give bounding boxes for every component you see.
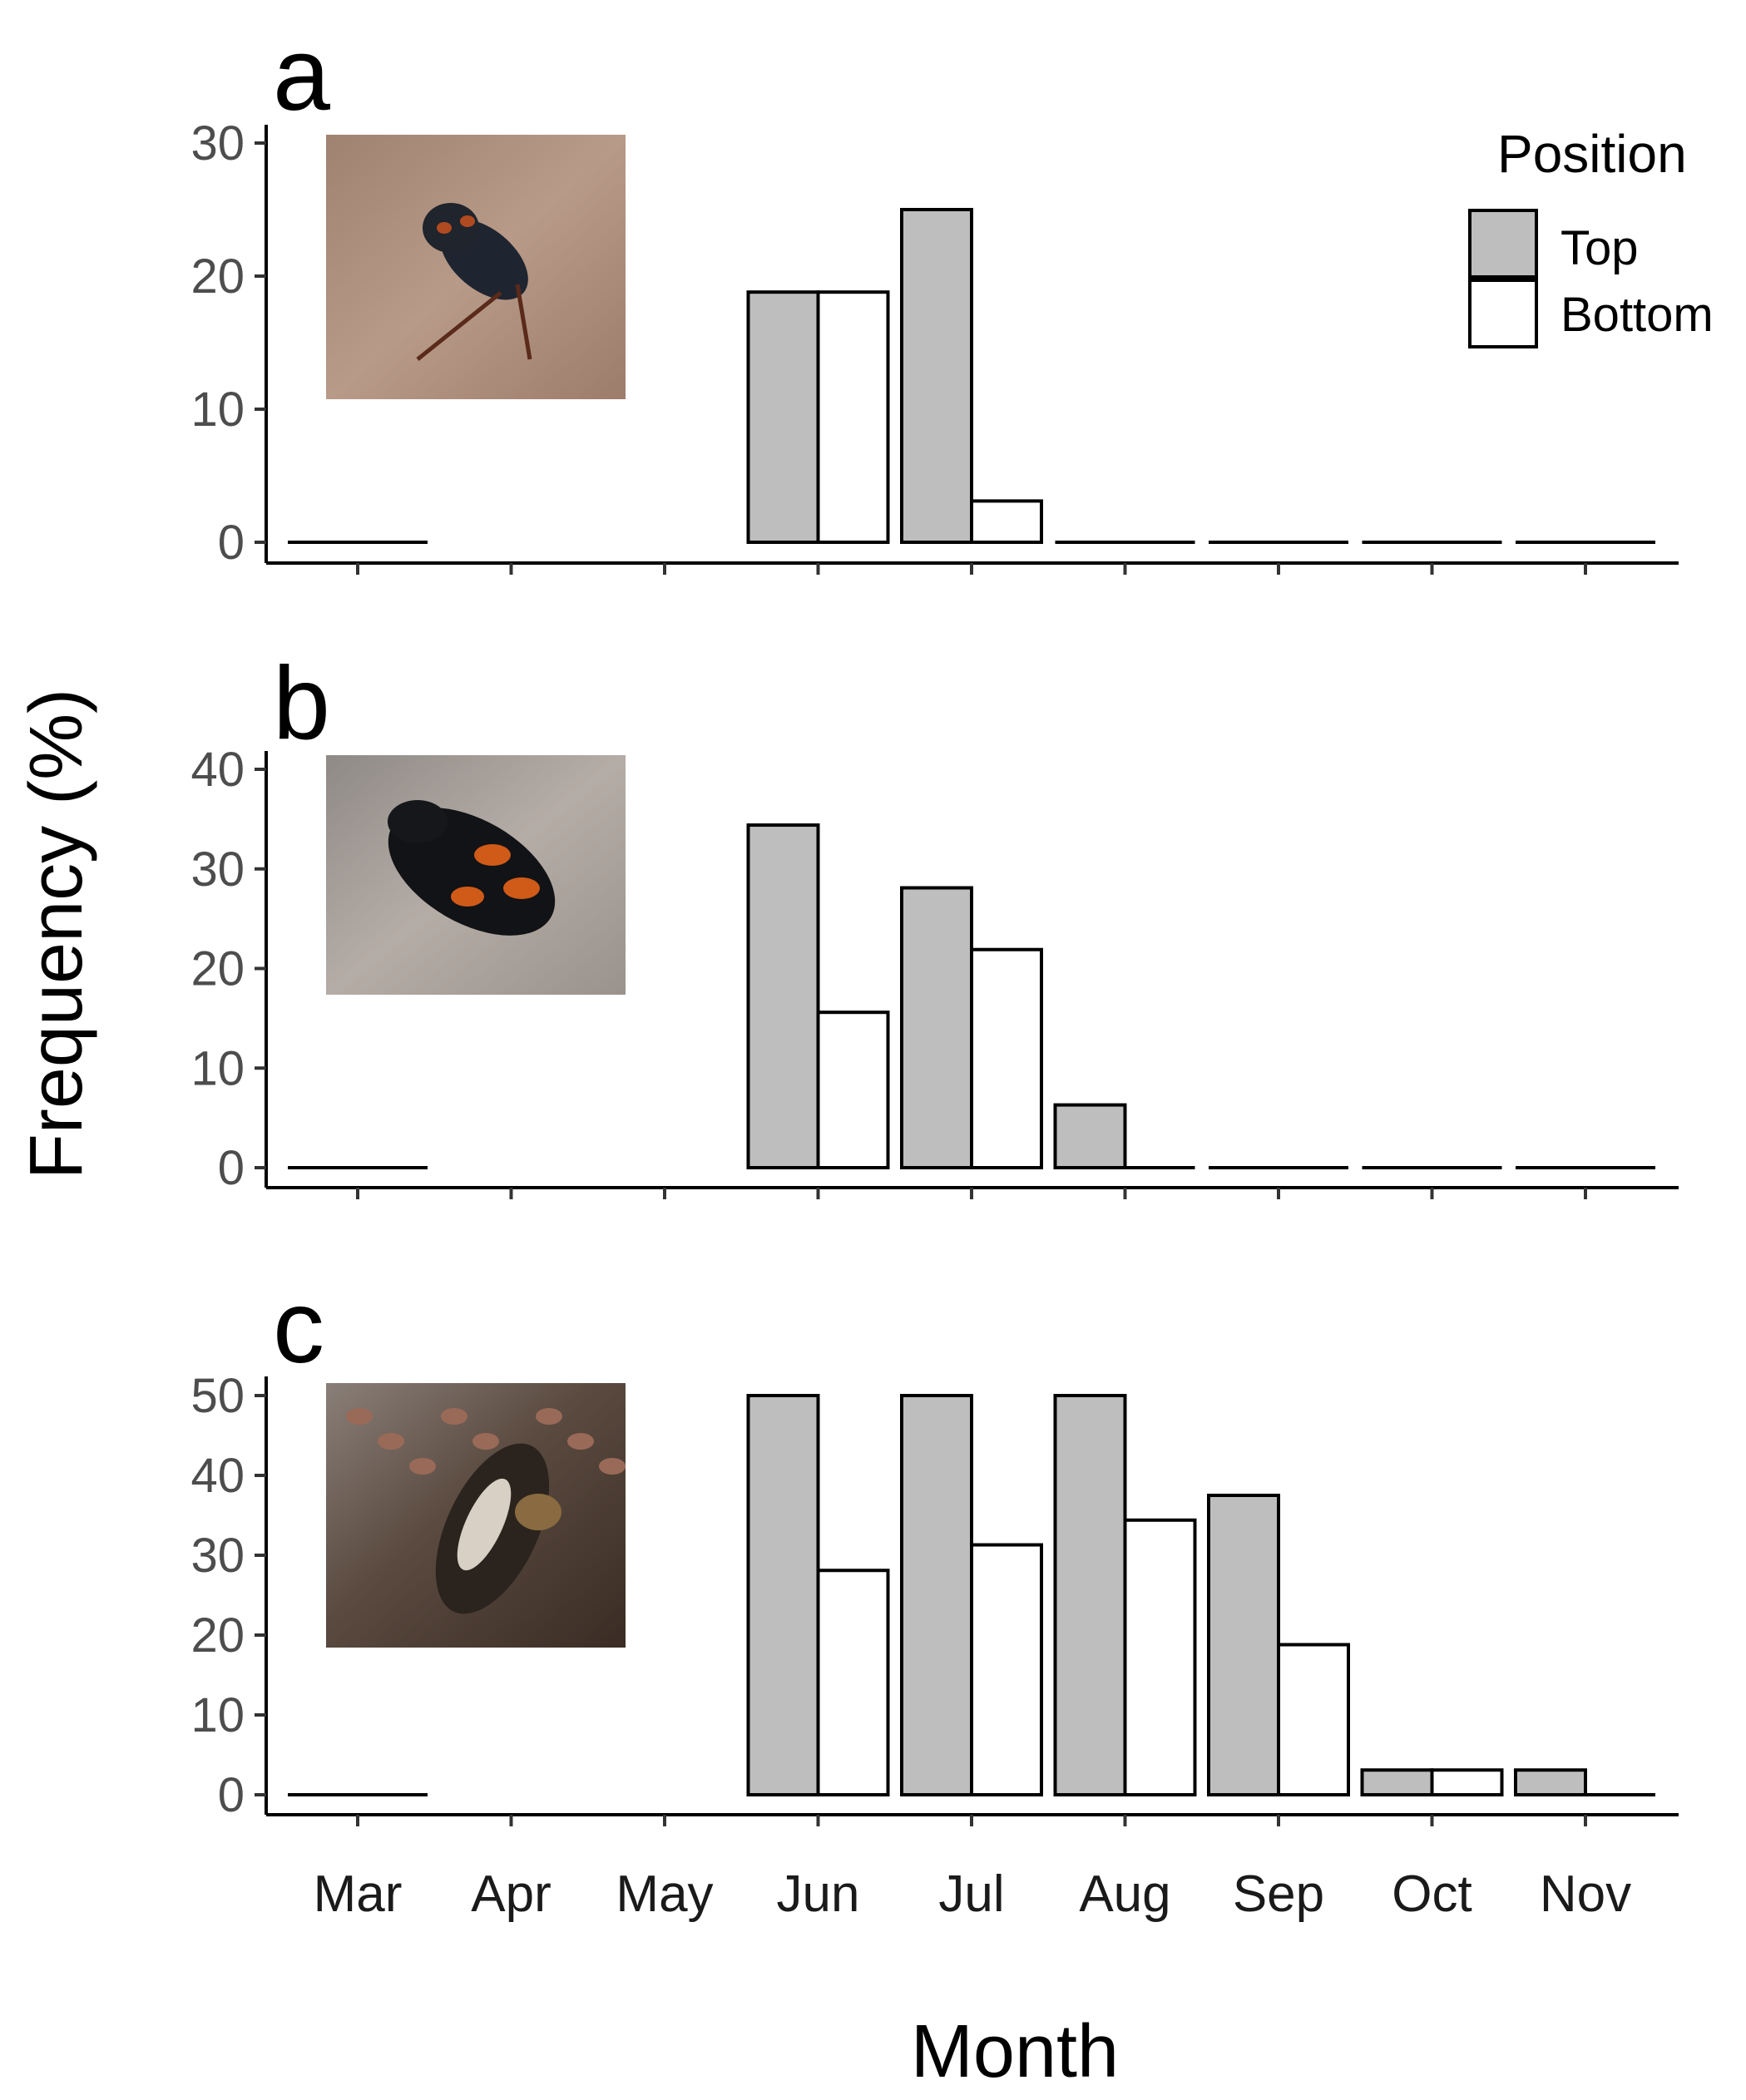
beetle-photo-icon xyxy=(326,755,626,995)
bar-bottom-jun xyxy=(816,290,890,544)
bar-bottom-oct xyxy=(1430,1768,1504,1796)
panel-a: a 0 10 20 30 xyxy=(190,17,1679,575)
y-tick-label: 20 xyxy=(190,1608,245,1663)
x-tick-labels: Mar Apr May Jun Jul Aug Sep Oct Nov xyxy=(314,1865,1632,1923)
bar-top-nov xyxy=(1514,1768,1587,1796)
x-tick-label-jun: Jun xyxy=(777,1865,860,1923)
y-tick-label: 10 xyxy=(190,383,245,437)
bar-top-jun xyxy=(746,823,820,1169)
bar-top-oct xyxy=(1360,1768,1434,1796)
x-tick-label-sep: Sep xyxy=(1233,1865,1324,1923)
bar-top-jul xyxy=(900,208,973,544)
bar-top-jun xyxy=(746,290,820,544)
legend-label-top: Top xyxy=(1561,221,1639,275)
legend-label-bottom: Bottom xyxy=(1561,288,1714,342)
bar-top-aug xyxy=(1053,1394,1127,1796)
bar-bottom-jun xyxy=(816,1010,890,1169)
bar-top-sep xyxy=(1207,1494,1280,1796)
y-tick-label: 50 xyxy=(190,1369,245,1423)
y-tick-label: 30 xyxy=(190,1529,245,1583)
bar-bottom-jun xyxy=(816,1569,890,1796)
bar-bottom-sep xyxy=(1277,1643,1350,1797)
bar-bottom-jul xyxy=(970,1543,1043,1797)
y-tick-label: 10 xyxy=(190,1688,245,1742)
x-tick-label-mar: Mar xyxy=(314,1865,403,1923)
beetle-photo-icon xyxy=(326,135,626,399)
y-tick-label: 20 xyxy=(190,942,245,996)
x-tick-label-oct: Oct xyxy=(1392,1865,1471,1923)
bar-bottom-jul xyxy=(970,499,1043,545)
bar-top-aug xyxy=(1053,1103,1127,1169)
legend-swatch-bottom xyxy=(1468,279,1538,348)
legend: Position Top Bottom xyxy=(1468,124,1714,348)
panel-c: c 0 10 20 30 40 50 xyxy=(190,1270,1679,1826)
panels: a 0 10 20 30 b 0 10 20 30 40 c 0 10 20 30 40 50 xyxy=(190,17,1679,1826)
x-axis-title: Month xyxy=(911,2010,1119,2093)
y-tick-label: 0 xyxy=(218,516,245,570)
x-tick-label-aug: Aug xyxy=(1079,1865,1170,1923)
bar-bottom-aug xyxy=(1123,1518,1197,1796)
x-tick-label-apr: Apr xyxy=(471,1865,551,1923)
bar-top-jun xyxy=(746,1394,820,1796)
y-tick-label: 10 xyxy=(190,1041,245,1095)
legend-title: Position xyxy=(1497,124,1687,184)
y-tick-label: 40 xyxy=(190,743,245,797)
panel-label: c xyxy=(273,1270,324,1385)
y-tick-label: 0 xyxy=(218,1141,245,1195)
x-tick-label-nov: Nov xyxy=(1540,1865,1631,1923)
legend-swatch-top xyxy=(1468,209,1538,279)
bar-top-jul xyxy=(900,1394,973,1796)
x-tick-label-may: May xyxy=(616,1865,713,1923)
panel-label: a xyxy=(273,17,330,132)
panel-b: b 0 10 20 30 40 xyxy=(190,646,1679,1199)
bar-bottom-jul xyxy=(970,947,1043,1170)
panel-label: b xyxy=(273,646,330,761)
x-tick-label-jul: Jul xyxy=(938,1865,1004,1923)
y-tick-label: 30 xyxy=(190,842,245,897)
y-tick-label: 20 xyxy=(190,250,245,304)
bar-top-jul xyxy=(900,886,973,1169)
beetle-photo-icon xyxy=(326,1383,626,1648)
y-tick-label: 40 xyxy=(190,1449,245,1503)
y-axis-title: Frequency (%) xyxy=(15,689,98,1179)
y-tick-label: 0 xyxy=(218,1768,245,1822)
y-tick-label: 30 xyxy=(190,116,245,170)
